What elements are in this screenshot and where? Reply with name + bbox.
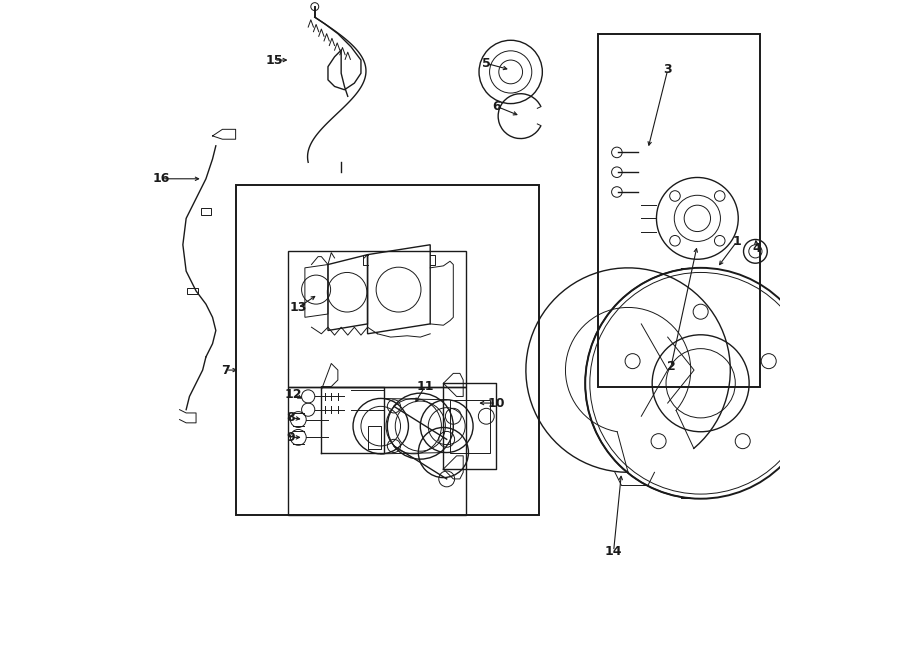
Polygon shape	[212, 130, 236, 139]
Text: 1: 1	[733, 235, 742, 248]
Text: 11: 11	[416, 380, 434, 393]
Text: 13: 13	[290, 301, 307, 314]
Bar	[187, 288, 198, 294]
Text: 10: 10	[488, 397, 505, 410]
Text: 12: 12	[285, 388, 302, 401]
Bar	[288, 251, 466, 387]
Text: 14: 14	[605, 545, 622, 558]
Bar	[236, 185, 539, 515]
Text: 3: 3	[663, 63, 672, 77]
Text: 4: 4	[752, 241, 761, 254]
Text: 5: 5	[482, 57, 490, 70]
Text: 16: 16	[153, 173, 170, 185]
Bar	[201, 208, 212, 215]
Text: 8: 8	[286, 411, 294, 424]
Text: 15: 15	[266, 54, 283, 67]
Text: 9: 9	[286, 431, 294, 444]
Text: 2: 2	[667, 360, 675, 373]
Text: 7: 7	[221, 364, 230, 377]
Bar	[598, 34, 760, 387]
Bar	[288, 387, 466, 515]
Text: 6: 6	[492, 100, 500, 113]
Bar	[450, 400, 490, 453]
